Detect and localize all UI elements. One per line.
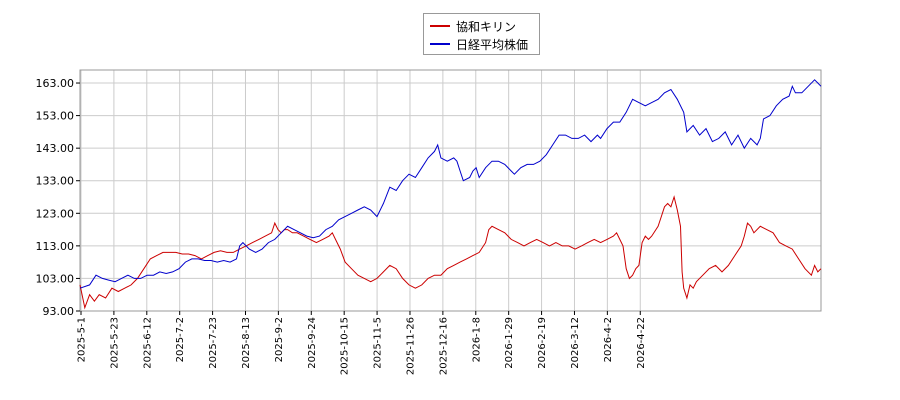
x-tick-label: 2025-5-23 bbox=[109, 317, 120, 369]
y-tick-label: 103.00 bbox=[36, 272, 75, 285]
x-tick-label: 2025-10-15 bbox=[340, 317, 351, 375]
y-axis: 93.00 103.00 113.00 123.00 133.00 143.00 153.0… bbox=[36, 77, 80, 318]
x-tick-label: 2025-9-2 bbox=[274, 317, 285, 362]
x-tick-label: 2025-7-2 bbox=[175, 317, 186, 362]
legend-label: 日経平均株価 bbox=[456, 37, 529, 52]
x-tick-label: 2025-11-26 bbox=[405, 317, 416, 375]
y-tick-label: 123.00 bbox=[36, 207, 75, 220]
legend: 協和キリン 日経平均株価 bbox=[423, 13, 540, 55]
x-tick-label: 2026-2-19 bbox=[537, 317, 548, 369]
legend-swatch-blue bbox=[430, 43, 450, 45]
y-tick-label: 133.00 bbox=[36, 175, 75, 188]
legend-item-kyowa-kirin: 協和キリン bbox=[430, 18, 516, 34]
y-tick-label: 153.00 bbox=[36, 110, 75, 123]
x-tick-label: 2025-9-24 bbox=[307, 317, 318, 369]
series-line-nikkei bbox=[79, 79, 822, 289]
x-tick-label: 2026-3-12 bbox=[570, 317, 581, 369]
x-tick-label: 2026-4-22 bbox=[636, 317, 647, 369]
x-axis: 2025-5-1 2025-5-23 2025-6-12 2025-7-2 2025-7… bbox=[77, 311, 647, 375]
y-tick-label: 93.00 bbox=[43, 305, 75, 318]
series-line-kyowa-kirin bbox=[79, 195, 822, 310]
x-tick-label: 2026-1-29 bbox=[504, 317, 515, 369]
y-tick-label: 163.00 bbox=[36, 77, 75, 90]
x-tick-label: 2025-7-23 bbox=[208, 317, 219, 369]
grid bbox=[80, 70, 821, 312]
x-tick-label: 2025-12-16 bbox=[438, 317, 449, 375]
x-tick-label: 2025-6-12 bbox=[142, 317, 153, 369]
x-tick-label: 2025-5-1 bbox=[77, 317, 88, 362]
legend-item-nikkei: 日経平均株価 bbox=[430, 36, 528, 52]
x-tick-label: 2025-8-13 bbox=[241, 317, 252, 369]
x-tick-label: 2026-1-8 bbox=[471, 317, 482, 362]
legend-swatch-red bbox=[430, 25, 450, 27]
y-tick-label: 113.00 bbox=[36, 240, 75, 253]
y-tick-label: 143.00 bbox=[36, 142, 75, 155]
series-lines bbox=[79, 79, 822, 310]
x-tick-label: 2025-11-5 bbox=[373, 317, 384, 369]
x-tick-label: 2026-4-2 bbox=[603, 317, 614, 362]
plot-area-border bbox=[79, 69, 822, 312]
legend-label: 協和キリン bbox=[456, 19, 517, 34]
